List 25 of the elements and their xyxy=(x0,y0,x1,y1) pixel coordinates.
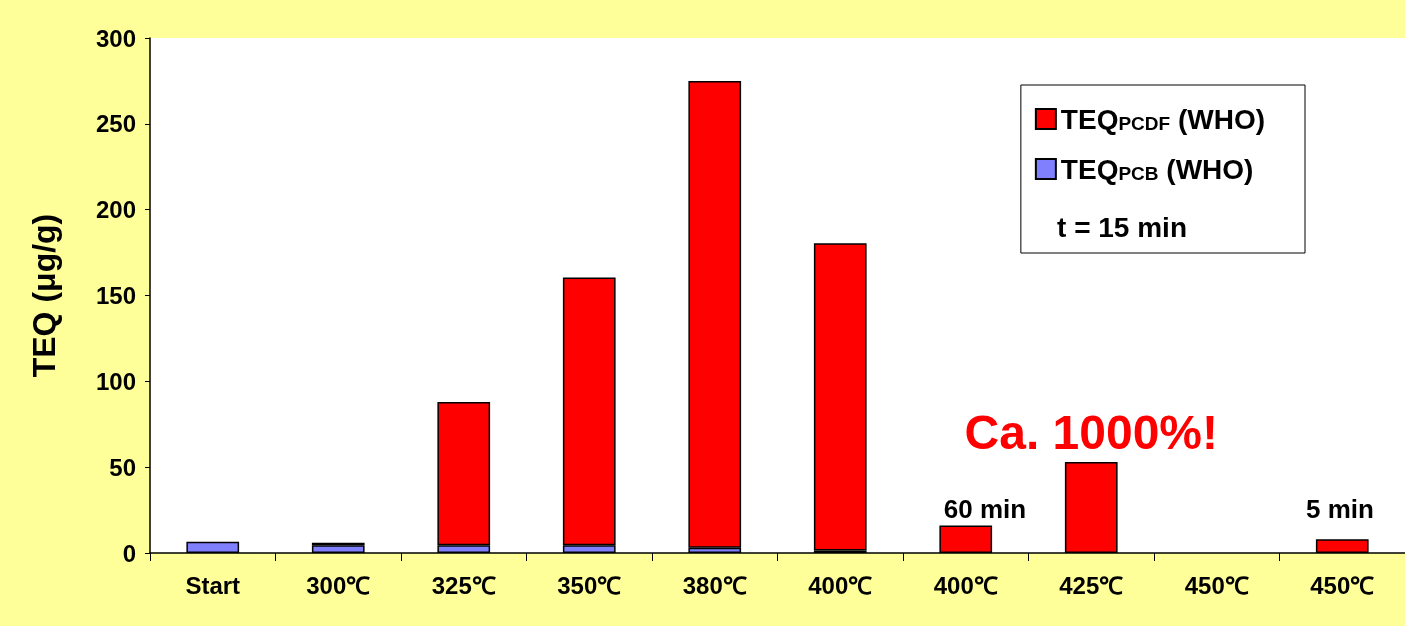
annotation: t = 15 min xyxy=(1057,211,1187,243)
x-tick-label: 450℃ xyxy=(1310,571,1375,599)
x-tick-label: 350℃ xyxy=(557,571,622,599)
bar xyxy=(813,243,867,551)
x-tick-label: 325℃ xyxy=(431,571,496,599)
annotation: 60 min xyxy=(943,494,1027,524)
x-tick-label: 450℃ xyxy=(1184,571,1249,599)
y-tick-label: 50 xyxy=(109,453,136,481)
annotation: 5 min xyxy=(1306,494,1374,524)
y-axis-title: TEQ (μg/g) xyxy=(26,213,62,378)
x-tick-label: 400℃ xyxy=(808,571,873,599)
legend-label: TEQPCDF (WHO) xyxy=(1060,103,1265,135)
y-tick-label: 300 xyxy=(95,24,136,52)
x-tick-label: 380℃ xyxy=(682,571,747,599)
y-tick-label: 100 xyxy=(95,367,136,395)
y-tick-label: 250 xyxy=(95,110,136,138)
y-tick-label: 150 xyxy=(95,282,136,309)
legend-label: TEQPCB (WHO) xyxy=(1060,153,1254,185)
x-tick-label: Start xyxy=(185,571,241,599)
x-tick-label: 300℃ xyxy=(306,571,371,599)
y-tick-label: 0 xyxy=(122,539,136,567)
annotation: Ca. 1000%! xyxy=(964,405,1218,459)
y-tick-label: 200 xyxy=(95,196,136,224)
x-tick-label: 400℃ xyxy=(933,571,998,599)
x-tick-label: 425℃ xyxy=(1059,571,1124,599)
